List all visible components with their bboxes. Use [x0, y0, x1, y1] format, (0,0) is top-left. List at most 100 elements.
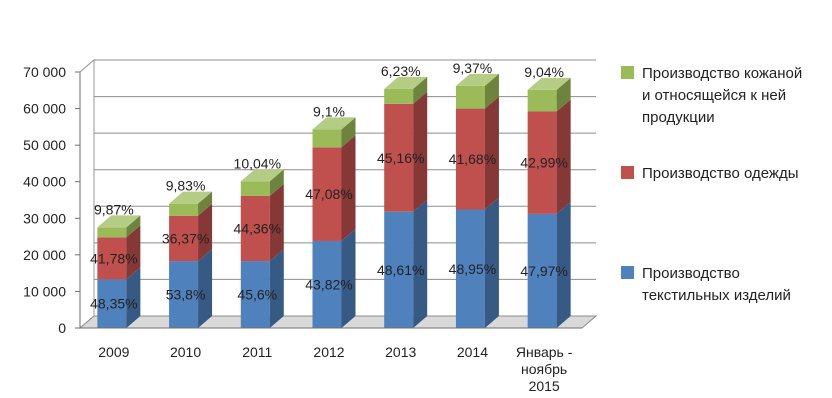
legend-swatch — [621, 266, 634, 279]
legend-swatch — [621, 166, 634, 179]
y-tick-label: 20 000 — [23, 247, 66, 263]
x-tick-label: 2009 — [98, 344, 129, 360]
legend-label: продукции — [642, 109, 715, 126]
bar-segment — [97, 237, 127, 280]
legend-label: Производство кожаной — [642, 65, 802, 82]
x-tick-label: Январь - — [516, 344, 573, 360]
legend-label: и относящейся к ней — [642, 87, 786, 104]
x-tick-label: ноябрь — [521, 361, 567, 377]
bar-segment — [97, 279, 127, 328]
data-label: 9,37% — [453, 60, 493, 76]
bar-side — [413, 199, 428, 328]
bar-segment — [527, 89, 557, 112]
bar-side — [556, 201, 571, 328]
data-label: 47,97% — [520, 263, 567, 279]
bar-side — [484, 73, 499, 109]
bar-side — [269, 169, 284, 196]
data-label: 48,61% — [377, 262, 424, 278]
y-tick-label: 70 000 — [23, 64, 66, 80]
bar-segment — [384, 88, 414, 104]
y-tick-label: 40 000 — [23, 174, 66, 190]
bar-side — [413, 91, 428, 212]
bar-top — [455, 73, 499, 86]
side-wall — [79, 58, 95, 330]
y-axis: 0 10 000 20 000 30 000 40 000 50 000 60 000 70 … — [23, 64, 81, 336]
bar-side — [198, 203, 213, 262]
x-tick-label: 2014 — [457, 344, 488, 360]
data-label: 45,16% — [377, 150, 424, 166]
bar-segment — [97, 227, 127, 238]
bar-side — [484, 96, 499, 210]
bar-side — [341, 117, 356, 148]
bar-top — [384, 76, 428, 89]
data-label: 41,68% — [449, 151, 496, 167]
bar-side — [341, 135, 356, 241]
bar-side — [269, 249, 284, 328]
bar-side — [269, 183, 284, 262]
data-label: 9,1% — [313, 103, 345, 119]
bar-top — [97, 215, 141, 228]
bar-segment — [384, 103, 414, 212]
data-label: 6,23% — [381, 63, 421, 79]
bar-top — [312, 117, 356, 130]
legend: Производство кожаной и относящейся к ней п… — [621, 65, 802, 304]
data-label: 43,82% — [305, 276, 352, 292]
bar-side — [556, 99, 571, 214]
bar-segment — [455, 108, 485, 210]
y-tick-label: 0 — [58, 320, 66, 336]
bar-top — [240, 169, 284, 182]
data-label: 41,78% — [90, 250, 137, 266]
bar-segment — [169, 261, 199, 328]
legend-label: Производство одежды — [642, 165, 798, 182]
x-tick-label: 2012 — [313, 344, 344, 360]
bar-side — [126, 267, 141, 328]
x-tick-label: 2015 — [529, 378, 560, 394]
y-tick-label: 10 000 — [23, 283, 66, 299]
legend-label: текстильных изделий — [642, 287, 791, 304]
data-label: 53,8% — [166, 287, 206, 303]
bar-top — [169, 191, 213, 204]
data-label: 9,04% — [524, 64, 564, 80]
bar-segment — [240, 261, 270, 328]
bar-segment — [169, 215, 199, 262]
bar-side — [413, 76, 428, 104]
data-label: 48,95% — [449, 261, 496, 277]
y-tick-label: 60 000 — [23, 101, 66, 117]
data-label: 47,08% — [305, 186, 352, 202]
bar-segment — [169, 203, 199, 216]
data-label: 48,35% — [90, 296, 137, 312]
data-label: 44,36% — [234, 221, 281, 237]
bar-side — [198, 191, 213, 216]
bar-side — [556, 77, 571, 112]
data-label: 36,37% — [162, 230, 209, 246]
data-label: 9,87% — [94, 201, 134, 217]
bar-segment — [312, 147, 342, 241]
bar-segment — [312, 240, 342, 328]
data-label: 42,99% — [520, 155, 567, 171]
data-label: 45,6% — [237, 287, 277, 303]
x-tick-label: 2013 — [385, 344, 416, 360]
bar-top — [527, 77, 571, 90]
bar-segment — [455, 209, 485, 328]
x-axis: 2009 2010 2011 2012 2013 2014 Январь -ноябрь20… — [80, 327, 582, 394]
bar-segment — [240, 181, 270, 196]
bars: 48,35% 41,78% 9,87% 53,8% 36,37% 9,83% 45,6% 44… — [90, 60, 571, 328]
bar-side — [126, 215, 141, 238]
x-tick-label: 2010 — [170, 344, 201, 360]
bar-side — [484, 197, 499, 328]
bar-segment — [312, 129, 342, 148]
legend-swatch — [621, 66, 634, 79]
bar-segment — [240, 195, 270, 262]
bar-segment — [384, 211, 414, 328]
bar-side — [126, 225, 141, 280]
data-label: 10,04% — [234, 155, 281, 171]
bar-segment — [527, 213, 557, 328]
y-tick-label: 50 000 — [23, 137, 66, 153]
bar-segment — [455, 85, 485, 109]
x-tick-label: 2011 — [242, 344, 272, 360]
bar-side — [341, 228, 356, 328]
data-label: 9,83% — [166, 178, 206, 194]
legend-label: Производство — [642, 265, 740, 282]
bar-segment — [527, 111, 557, 214]
